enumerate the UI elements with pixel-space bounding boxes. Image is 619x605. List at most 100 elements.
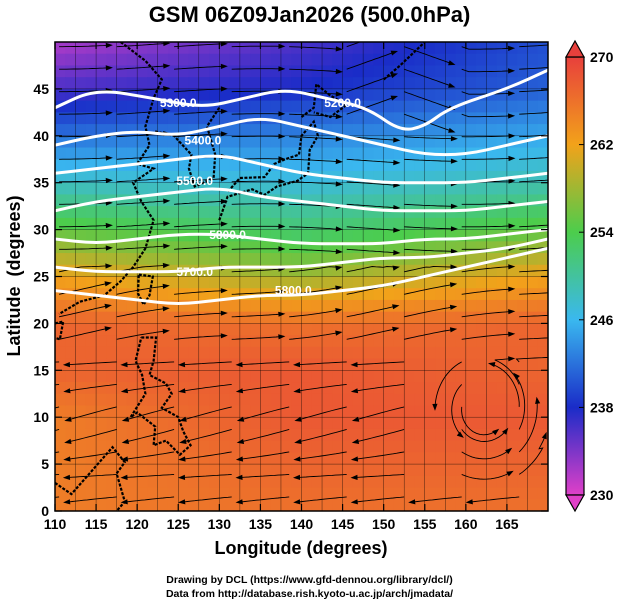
- heat-cell: [239, 311, 251, 324]
- heat-cell: [229, 417, 241, 430]
- wind-arrow-head: [390, 73, 398, 79]
- heat-cell: [239, 147, 251, 160]
- heat-cell: [311, 135, 323, 149]
- heat-cell: [116, 253, 128, 266]
- heat-cell: [126, 382, 138, 395]
- heat-cell: [178, 382, 190, 395]
- wind-arrow-head: [178, 474, 186, 480]
- heat-cell: [393, 428, 405, 442]
- heat-cell: [137, 135, 149, 149]
- heat-cell: [373, 217, 385, 231]
- streamline: [461, 157, 514, 160]
- heat-cell: [424, 382, 436, 395]
- heat-cell: [435, 487, 446, 500]
- heat-cell: [260, 475, 272, 489]
- wind-arrow-head: [235, 499, 243, 505]
- heat-cell: [75, 206, 87, 219]
- wind-arrow-head: [278, 223, 286, 229]
- heat-cell: [219, 53, 231, 67]
- contour-label: 5800.0: [275, 284, 312, 298]
- heat-cell: [527, 88, 539, 102]
- heat-cell: [219, 440, 231, 453]
- heat-cell: [393, 112, 405, 125]
- heat-cell: [270, 53, 282, 67]
- heat-cell: [270, 147, 282, 160]
- heat-cell: [188, 440, 200, 453]
- heat-cell: [455, 42, 467, 55]
- heat-cell: [55, 241, 66, 254]
- heat-cell: [496, 217, 508, 231]
- heat-cell: [527, 428, 539, 442]
- heat-cell: [424, 124, 436, 137]
- wind-arrow-head: [179, 416, 187, 422]
- streamline: [519, 292, 548, 295]
- heat-cell: [147, 206, 159, 219]
- heat-cell: [126, 346, 138, 360]
- heat-cell: [424, 417, 436, 430]
- heat-cell: [373, 358, 385, 371]
- heat-cell: [445, 194, 457, 207]
- wind-arrow-head: [62, 474, 71, 480]
- heat-cell: [178, 464, 190, 477]
- heat-cell: [260, 241, 272, 254]
- heat-cell: [486, 264, 498, 278]
- heat-cell: [414, 346, 426, 360]
- heat-cell: [363, 358, 374, 371]
- x-tick-label: 120: [125, 516, 149, 532]
- heat-cell: [250, 53, 262, 67]
- streamline: [231, 113, 284, 115]
- heat-cell: [157, 311, 169, 324]
- streamline: [231, 335, 284, 340]
- heat-cell: [506, 323, 518, 336]
- coastlines: [55, 42, 426, 511]
- heat-cell: [363, 124, 374, 137]
- heat-cell: [55, 88, 66, 102]
- heat-cell: [229, 112, 241, 125]
- heat-cell: [188, 288, 200, 301]
- heat-cell: [424, 358, 436, 371]
- heat-cell: [260, 206, 272, 219]
- heat-cell: [167, 358, 179, 371]
- heat-cell: [96, 147, 107, 160]
- heat-cell: [332, 417, 344, 430]
- wind-arrow-head: [62, 362, 70, 368]
- heat-cell: [373, 241, 385, 254]
- heat-cell: [270, 311, 282, 324]
- heat-cell: [445, 346, 457, 360]
- heat-cell: [342, 428, 354, 442]
- streamline: [174, 133, 226, 138]
- heat-cell: [137, 323, 149, 336]
- heat-cell: [250, 382, 262, 395]
- heat-cell: [332, 299, 344, 313]
- heat-cell: [332, 346, 344, 360]
- streamline: [180, 496, 232, 503]
- heat-cell: [178, 53, 190, 67]
- heat-cell: [517, 346, 529, 360]
- streamline: [122, 361, 175, 366]
- heat-cell: [229, 241, 241, 254]
- heat-cell: [435, 217, 446, 231]
- heat-cell: [178, 112, 190, 125]
- heat-cell: [260, 487, 272, 500]
- heat-cell: [393, 299, 405, 313]
- heat-cell: [178, 487, 190, 500]
- heat-cell: [383, 370, 395, 383]
- streamline: [461, 429, 508, 442]
- heat-cell: [280, 264, 292, 278]
- heat-cell: [424, 182, 436, 196]
- heat-cell: [188, 253, 200, 266]
- wind-arrow-head: [220, 221, 228, 227]
- heat-cell: [209, 475, 220, 489]
- heat-cell: [291, 42, 303, 55]
- heat-cell: [435, 475, 446, 489]
- heat-cell: [322, 464, 333, 477]
- heat-cell: [322, 358, 333, 371]
- heat-cell: [455, 417, 467, 430]
- heat-cell: [424, 53, 436, 67]
- heat-cell: [188, 382, 200, 395]
- heat-cell: [486, 217, 498, 231]
- heat-cell: [301, 370, 313, 383]
- heat-cell: [352, 65, 364, 78]
- x-tick-label: 115: [85, 516, 108, 532]
- heat-cell: [188, 487, 200, 500]
